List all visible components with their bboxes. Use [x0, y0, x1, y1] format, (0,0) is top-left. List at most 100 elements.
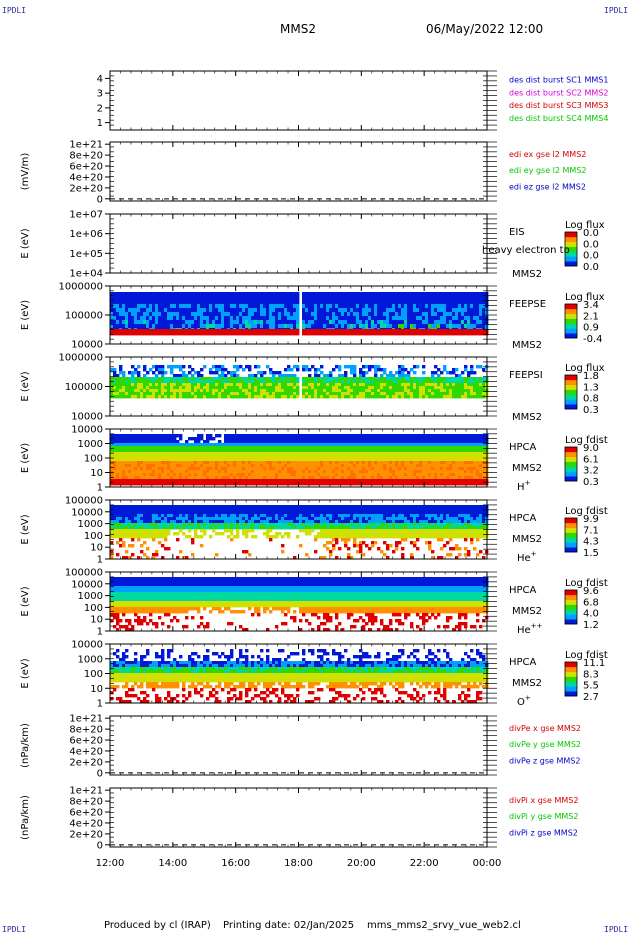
spectrogram-cell — [455, 292, 459, 297]
spectrogram-cell — [272, 455, 276, 459]
spectrogram-cell — [254, 455, 258, 459]
spectrogram-cell — [329, 312, 333, 317]
spectrogram-cell — [230, 377, 234, 381]
spectrogram-cell — [392, 300, 396, 305]
spectrogram-cell — [215, 392, 219, 396]
spectrogram-cell — [395, 377, 399, 381]
spectrogram-cell — [317, 316, 321, 321]
spectrogram-cell — [290, 380, 294, 384]
spectrogram-cell — [119, 324, 123, 329]
spectrogram-cell — [371, 455, 375, 459]
spectrogram-cell — [344, 455, 348, 459]
spectrogram-cell — [137, 377, 141, 381]
spectrogram-cell — [134, 452, 138, 456]
spectrogram-cell — [398, 458, 402, 462]
spectrogram-cell — [221, 479, 225, 483]
spectrogram-cell — [302, 329, 306, 336]
spectrogram-cell — [230, 383, 234, 387]
spectrogram-cell — [179, 308, 183, 313]
spectrogram-cell — [290, 446, 294, 450]
spectrogram-cell — [152, 304, 156, 309]
spectrogram-cell — [122, 383, 126, 387]
spectrogram-cell — [353, 304, 357, 309]
spectrogram-cell — [269, 386, 273, 390]
spectrogram-cell — [416, 464, 420, 468]
spectrogram-cell — [353, 458, 357, 462]
spectrogram-cell — [347, 300, 351, 305]
spectrogram-cell — [128, 296, 132, 301]
spectrogram-cell — [131, 473, 135, 477]
spectrogram-cell — [431, 389, 435, 393]
spectrogram-cell — [398, 467, 402, 471]
spectrogram-cell — [260, 380, 264, 384]
spectrogram-cell — [182, 467, 186, 471]
spectrogram-cell — [152, 389, 156, 393]
spectrogram-cell — [368, 443, 372, 447]
spectrogram-cell — [344, 449, 348, 453]
spectrogram-cell — [419, 458, 423, 462]
spectrogram-cell — [185, 455, 189, 459]
spectrogram-cell — [143, 324, 147, 329]
spectrogram-cell — [374, 449, 378, 453]
spectrogram-cell — [407, 389, 411, 393]
spectrogram-cell — [272, 392, 276, 396]
spectrogram-cell — [305, 312, 309, 317]
spectrogram-cell — [131, 329, 135, 336]
spectrogram-cell — [137, 437, 141, 441]
spectrogram-cell — [278, 464, 282, 468]
spectrogram-cell — [179, 300, 183, 305]
spectrogram-cell — [431, 377, 435, 381]
spectrogram-cell — [320, 461, 324, 465]
legend-entry: des dist burst SC2 MMS2 — [509, 88, 608, 97]
spectrogram-cell — [137, 443, 141, 447]
spectrogram-cell — [260, 395, 264, 399]
spectrogram-cell — [200, 434, 204, 438]
spectrogram-cell — [347, 455, 351, 459]
spectrogram-cell — [140, 296, 144, 301]
spectrogram-cell — [113, 324, 117, 329]
spectrogram-cell — [242, 312, 246, 317]
spectrogram-cell — [332, 461, 336, 465]
spectrogram-cell — [350, 380, 354, 384]
spectrogram-cell — [440, 395, 444, 399]
spectrogram-cell — [305, 383, 309, 387]
spectrogram-cell — [260, 443, 264, 447]
spectrogram-cell — [158, 479, 162, 483]
spectrogram-cell — [401, 377, 405, 381]
spectrogram-cell — [200, 377, 204, 381]
spectrogram-cell — [305, 464, 309, 468]
spectrogram-cell — [194, 386, 198, 390]
spectrogram-cell — [332, 470, 336, 474]
spectrogram-cell — [314, 371, 318, 375]
spectrogram-cell — [341, 383, 345, 387]
spectrogram-cell — [314, 395, 318, 399]
spectrogram-cell — [167, 365, 171, 369]
spectrogram-cell — [356, 482, 360, 486]
spectrogram-cell — [359, 292, 363, 297]
spectrogram-cell — [287, 467, 291, 471]
spectrogram-cell — [236, 470, 240, 474]
spectrogram-cell — [194, 380, 198, 384]
spectrogram-cell — [200, 292, 204, 297]
spectrogram-cell — [281, 324, 285, 329]
spectrogram-cell — [377, 476, 381, 480]
spectrogram-cell — [389, 296, 393, 301]
spectrogram-cell — [170, 316, 174, 321]
spectrogram-cell — [161, 473, 165, 477]
spectrogram-cell — [299, 479, 303, 483]
spectrogram-cell — [158, 377, 162, 381]
spectrogram-cell — [206, 464, 210, 468]
spectrogram-cell — [110, 329, 114, 336]
spectrogram-cell — [308, 449, 312, 453]
spectrogram-cell — [377, 329, 381, 336]
spectrogram-cell — [209, 443, 213, 447]
spectrogram-cell — [140, 395, 144, 399]
spectrogram-cell — [212, 473, 216, 477]
spectrogram-cell — [419, 392, 423, 396]
spectrogram-cell — [467, 300, 471, 305]
colorbar-tick-label: 0.0 — [583, 251, 599, 262]
spectrogram-cell — [482, 386, 486, 390]
spectrogram-cell — [308, 434, 312, 438]
spectrogram-cell — [461, 377, 465, 381]
spectrogram-cell — [170, 395, 174, 399]
